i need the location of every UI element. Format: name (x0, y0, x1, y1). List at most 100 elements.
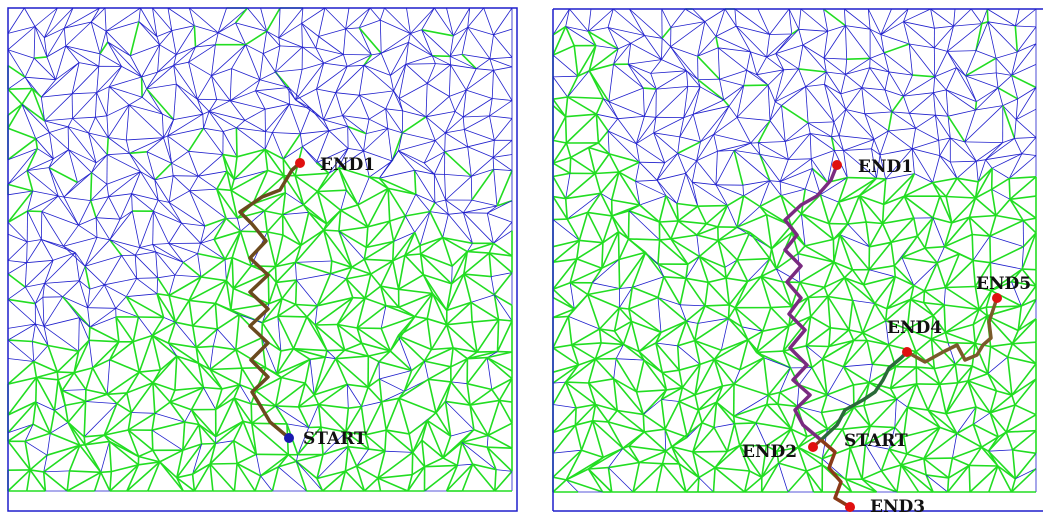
mesh-edge (808, 121, 834, 124)
mesh-edge (129, 55, 142, 78)
mesh-edge (566, 218, 581, 241)
mesh-edge (945, 285, 976, 289)
mesh-edge (569, 282, 575, 310)
mesh-edge (424, 464, 458, 468)
mesh-edge (347, 125, 367, 135)
mesh-edge (224, 256, 233, 261)
mesh-edge (385, 398, 400, 431)
mesh-edge (422, 274, 448, 311)
mesh-edge (294, 280, 298, 305)
mesh-edge (214, 388, 223, 410)
mesh-edge (238, 368, 243, 385)
mesh-edge (805, 316, 812, 346)
mesh-edge (245, 44, 261, 80)
mesh-edge (152, 7, 158, 37)
mesh-edge (831, 135, 840, 138)
mesh-edge (252, 203, 265, 212)
mesh-edge (276, 358, 311, 375)
mesh-edge (868, 381, 897, 400)
mesh-edge (435, 132, 446, 141)
mesh-edge (245, 30, 268, 46)
mesh-edge (100, 470, 112, 474)
mesh-edge (784, 141, 789, 160)
mesh-edge (733, 369, 741, 385)
mesh-edge (451, 273, 465, 285)
mesh-edge (471, 168, 494, 177)
mesh-edge (969, 214, 996, 219)
mesh-edge (277, 298, 283, 317)
mesh-edge (313, 394, 320, 405)
mesh-edge (722, 383, 735, 387)
mesh-edge (717, 205, 729, 228)
mesh-edge (488, 252, 513, 274)
mesh-edge (425, 96, 450, 118)
mesh-edge (295, 460, 318, 480)
mesh-edge (444, 146, 468, 153)
mesh-edge (242, 421, 258, 455)
mesh-edge (565, 113, 597, 144)
mesh-edge (96, 66, 122, 93)
mesh-edge (446, 463, 474, 492)
mesh-edge (442, 435, 452, 459)
mesh-edge (348, 405, 362, 409)
mesh-edge (189, 188, 217, 192)
mesh-edge (65, 45, 100, 67)
mesh-edge (252, 170, 269, 205)
mesh-edge (1021, 153, 1037, 156)
mesh-edge (822, 358, 844, 368)
mesh-edge (946, 477, 950, 493)
mesh-edge (27, 195, 59, 212)
mesh-edge (131, 193, 133, 212)
mesh-edge (759, 154, 781, 182)
mesh-edge (89, 284, 105, 290)
mesh-edge (309, 356, 326, 361)
mesh-edge (896, 464, 902, 493)
mesh-edge (552, 364, 579, 373)
mesh-edge (47, 344, 79, 353)
mesh-edge (804, 245, 835, 263)
mesh-edge (91, 367, 108, 395)
mesh-edge (981, 436, 999, 448)
mesh-edge (73, 367, 93, 374)
mesh-edge (34, 26, 48, 58)
mesh-edge (969, 465, 999, 493)
mesh-edge (232, 420, 244, 442)
mesh-edge (308, 211, 328, 225)
mesh-edge (874, 303, 887, 322)
mesh-edge (43, 296, 64, 327)
mesh-edge (717, 150, 735, 152)
mesh-edge (811, 167, 829, 183)
mesh-edge (989, 236, 992, 263)
mesh-edge (967, 365, 973, 382)
mesh-edge (339, 470, 347, 492)
mesh-edge (939, 137, 951, 156)
mesh-edge (956, 177, 979, 183)
mesh-edge (1006, 429, 1037, 433)
mesh-edge (880, 8, 892, 35)
mesh-edge (429, 211, 449, 215)
mesh-edge (884, 308, 888, 321)
mesh-edge (193, 25, 197, 48)
mesh-edge (567, 70, 590, 98)
mesh-edge (472, 318, 499, 323)
left-triangle-mesh (7, 7, 513, 492)
mesh-edge (660, 389, 668, 400)
mesh-edge (398, 98, 404, 112)
mesh-edge (231, 231, 242, 258)
mesh-edge (693, 105, 730, 115)
mesh-edge (140, 171, 155, 181)
mesh-edge (903, 74, 913, 97)
mesh-edge (653, 117, 684, 134)
mesh-edge (935, 114, 951, 139)
mesh-edge (345, 406, 363, 433)
mesh-edge (330, 266, 352, 275)
mesh-edge (103, 411, 132, 436)
mesh-edge (173, 84, 177, 120)
mesh-edge (767, 85, 771, 121)
mesh-edge (420, 236, 444, 255)
mesh-edge (1010, 468, 1037, 493)
mesh-edge (255, 87, 289, 92)
mesh-edge (767, 367, 792, 396)
mesh-edge (398, 150, 425, 164)
mesh-edge (310, 108, 330, 131)
